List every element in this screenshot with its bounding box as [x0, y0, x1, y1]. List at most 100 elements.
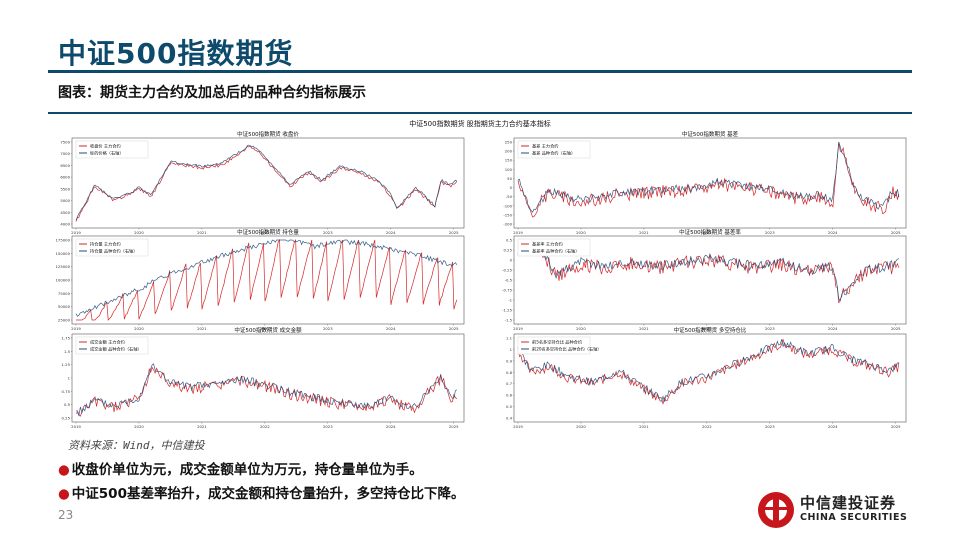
- x-tick-label: 2025: [449, 424, 459, 429]
- x-tick-label: 2024: [828, 326, 838, 331]
- x-tick-label: 2020: [576, 326, 586, 331]
- legend-label: 持仓量 主力合约: [90, 241, 121, 248]
- legend-label: 基差率 品种合约（右轴）: [532, 248, 579, 255]
- legend-box: [75, 238, 149, 257]
- x-tick-label: 2020: [576, 424, 586, 429]
- figure-suptitle: 中证500指数期货 股指期货主力合约基本指标: [409, 119, 551, 128]
- chart-title: 中证500指数期货 基差率: [679, 228, 741, 236]
- x-tick-label: 2025: [891, 326, 901, 331]
- x-tick-label: 2019: [71, 326, 81, 331]
- y-tick-label: 175000: [56, 238, 71, 243]
- y-tick-label: 1.1: [506, 336, 513, 341]
- y-tick-label: 200: [505, 149, 513, 154]
- y-tick-label: 0.5: [506, 238, 513, 243]
- chart-panel: 中证500指数期货 基差 -200 -150 -100 -50 0 50 100 150 200 2…: [503, 130, 907, 235]
- y-tick-label: 125000: [56, 264, 71, 269]
- y-tick-label: 7500: [60, 140, 70, 145]
- y-tick-label: 1: [510, 347, 513, 352]
- y-tick-label: 1.25: [62, 362, 71, 367]
- y-tick-label: 0: [510, 185, 513, 190]
- y-tick-label: 1: [68, 376, 71, 381]
- source-note: 资料来源：Wind，中信建投: [68, 439, 205, 452]
- chart-panel: 中证500指数期货 持仓量 25000 50000 75000 100000 125000…: [56, 228, 465, 331]
- chart-title: 中证500指数期货 成交金额: [234, 326, 302, 334]
- legend-label: 成交金额 主力合约: [90, 339, 125, 346]
- y-tick-label: 0.5: [506, 404, 513, 409]
- figure-caption: 图表：期货主力合约及加总后的品种合约指标展示: [58, 85, 366, 101]
- y-tick-label: 50: [507, 176, 512, 181]
- y-tick-label: 0.25: [62, 416, 71, 421]
- caption-divider: [48, 112, 912, 114]
- x-tick-label: 2025: [449, 230, 459, 235]
- x-tick-label: 2021: [197, 230, 207, 235]
- x-tick-label: 2023: [323, 326, 333, 331]
- y-tick-label: 100: [505, 167, 513, 172]
- x-tick-label: 2020: [134, 230, 144, 235]
- series-line-secondary: [75, 363, 458, 417]
- x-tick-label: 2019: [513, 326, 523, 331]
- title-divider: [48, 70, 912, 73]
- legend-label: 收盘价 主力合约: [90, 143, 121, 150]
- bullet-item: ● 中证500基差率抬升，成交金额和持仓量抬升，多空持仓比下降。: [58, 482, 464, 502]
- series-line-main: [517, 338, 900, 405]
- series-line-secondary: [517, 339, 899, 402]
- series-line-main: [517, 141, 900, 218]
- x-tick-label: 2021: [197, 326, 207, 331]
- y-tick-label: -1: [508, 298, 512, 303]
- y-tick-label: 0.7: [506, 381, 513, 386]
- x-tick-label: 2024: [828, 424, 838, 429]
- y-tick-label: 0.4: [506, 416, 513, 421]
- y-tick-label: 75000: [58, 291, 71, 296]
- chart-title: 中证500指数期货 多空持仓比: [674, 326, 747, 334]
- x-tick-label: 2021: [639, 424, 649, 429]
- bullet-text: 收盘价单位为元，成交金额单位为万元，持仓量单位为手。: [71, 462, 423, 478]
- legend-box: [75, 140, 149, 159]
- x-tick-label: 2020: [576, 230, 586, 235]
- x-tick-label: 2023: [765, 230, 775, 235]
- chart-title: 中证500指数期货 持仓量: [237, 228, 299, 236]
- chart-panel: 中证500指数期货 收盘价 4000 4500 5000 5500 6000 6500 700…: [60, 130, 465, 235]
- y-tick-label: 5500: [60, 186, 70, 191]
- x-tick-label: 2024: [386, 326, 396, 331]
- x-tick-label: 2022: [702, 424, 712, 429]
- series-line-secondary: [75, 239, 458, 317]
- y-tick-label: -1.5: [505, 318, 513, 323]
- series-line-secondary: [75, 144, 458, 221]
- y-tick-label: -150: [503, 212, 512, 217]
- y-tick-label: 5000: [60, 198, 70, 203]
- legend-label: 基差 主力合约: [532, 143, 558, 150]
- y-tick-label: 25000: [58, 318, 71, 323]
- page-number: 23: [58, 508, 74, 522]
- bullet-dot-icon: ●: [58, 462, 70, 478]
- y-tick-label: 150000: [56, 251, 71, 256]
- legend-label: 基差 品种合约（右轴）: [532, 150, 575, 157]
- x-tick-label: 2022: [260, 326, 270, 331]
- y-tick-label: -200: [503, 222, 512, 227]
- series-line-secondary: [517, 141, 900, 213]
- legend-label: 成交金额 品种合约（右轴）: [90, 346, 142, 353]
- x-tick-label: 2022: [260, 230, 270, 235]
- chart-figure: 中证500指数期货 股指期货主力合约基本指标 中证500指数期货 收盘价 4000 4…: [48, 116, 912, 438]
- y-tick-label: 0.5: [64, 402, 71, 407]
- x-tick-label: 2023: [323, 424, 333, 429]
- x-tick-label: 2019: [71, 230, 81, 235]
- y-tick-label: 4500: [60, 210, 70, 215]
- x-tick-label: 2019: [71, 424, 81, 429]
- series-line-main: [76, 238, 458, 321]
- y-tick-label: 7000: [60, 151, 70, 156]
- x-tick-label: 2023: [323, 230, 333, 235]
- x-tick-label: 2019: [513, 424, 523, 429]
- y-tick-label: -0.5: [505, 278, 513, 283]
- series-line-secondary: [517, 239, 900, 302]
- chart-panel: 中证500指数期货 成交金额0.250.50.7511.251.51.75201…: [62, 326, 465, 429]
- x-tick-label: 2025: [891, 424, 901, 429]
- legend-label: 标的价格（右轴）: [90, 150, 124, 157]
- x-tick-label: 2022: [702, 230, 712, 235]
- legend-label: 前20名多空持仓比 品种合约（右轴）: [532, 346, 601, 353]
- legend-label: 前5名多空持仓比 品种合约: [532, 339, 582, 346]
